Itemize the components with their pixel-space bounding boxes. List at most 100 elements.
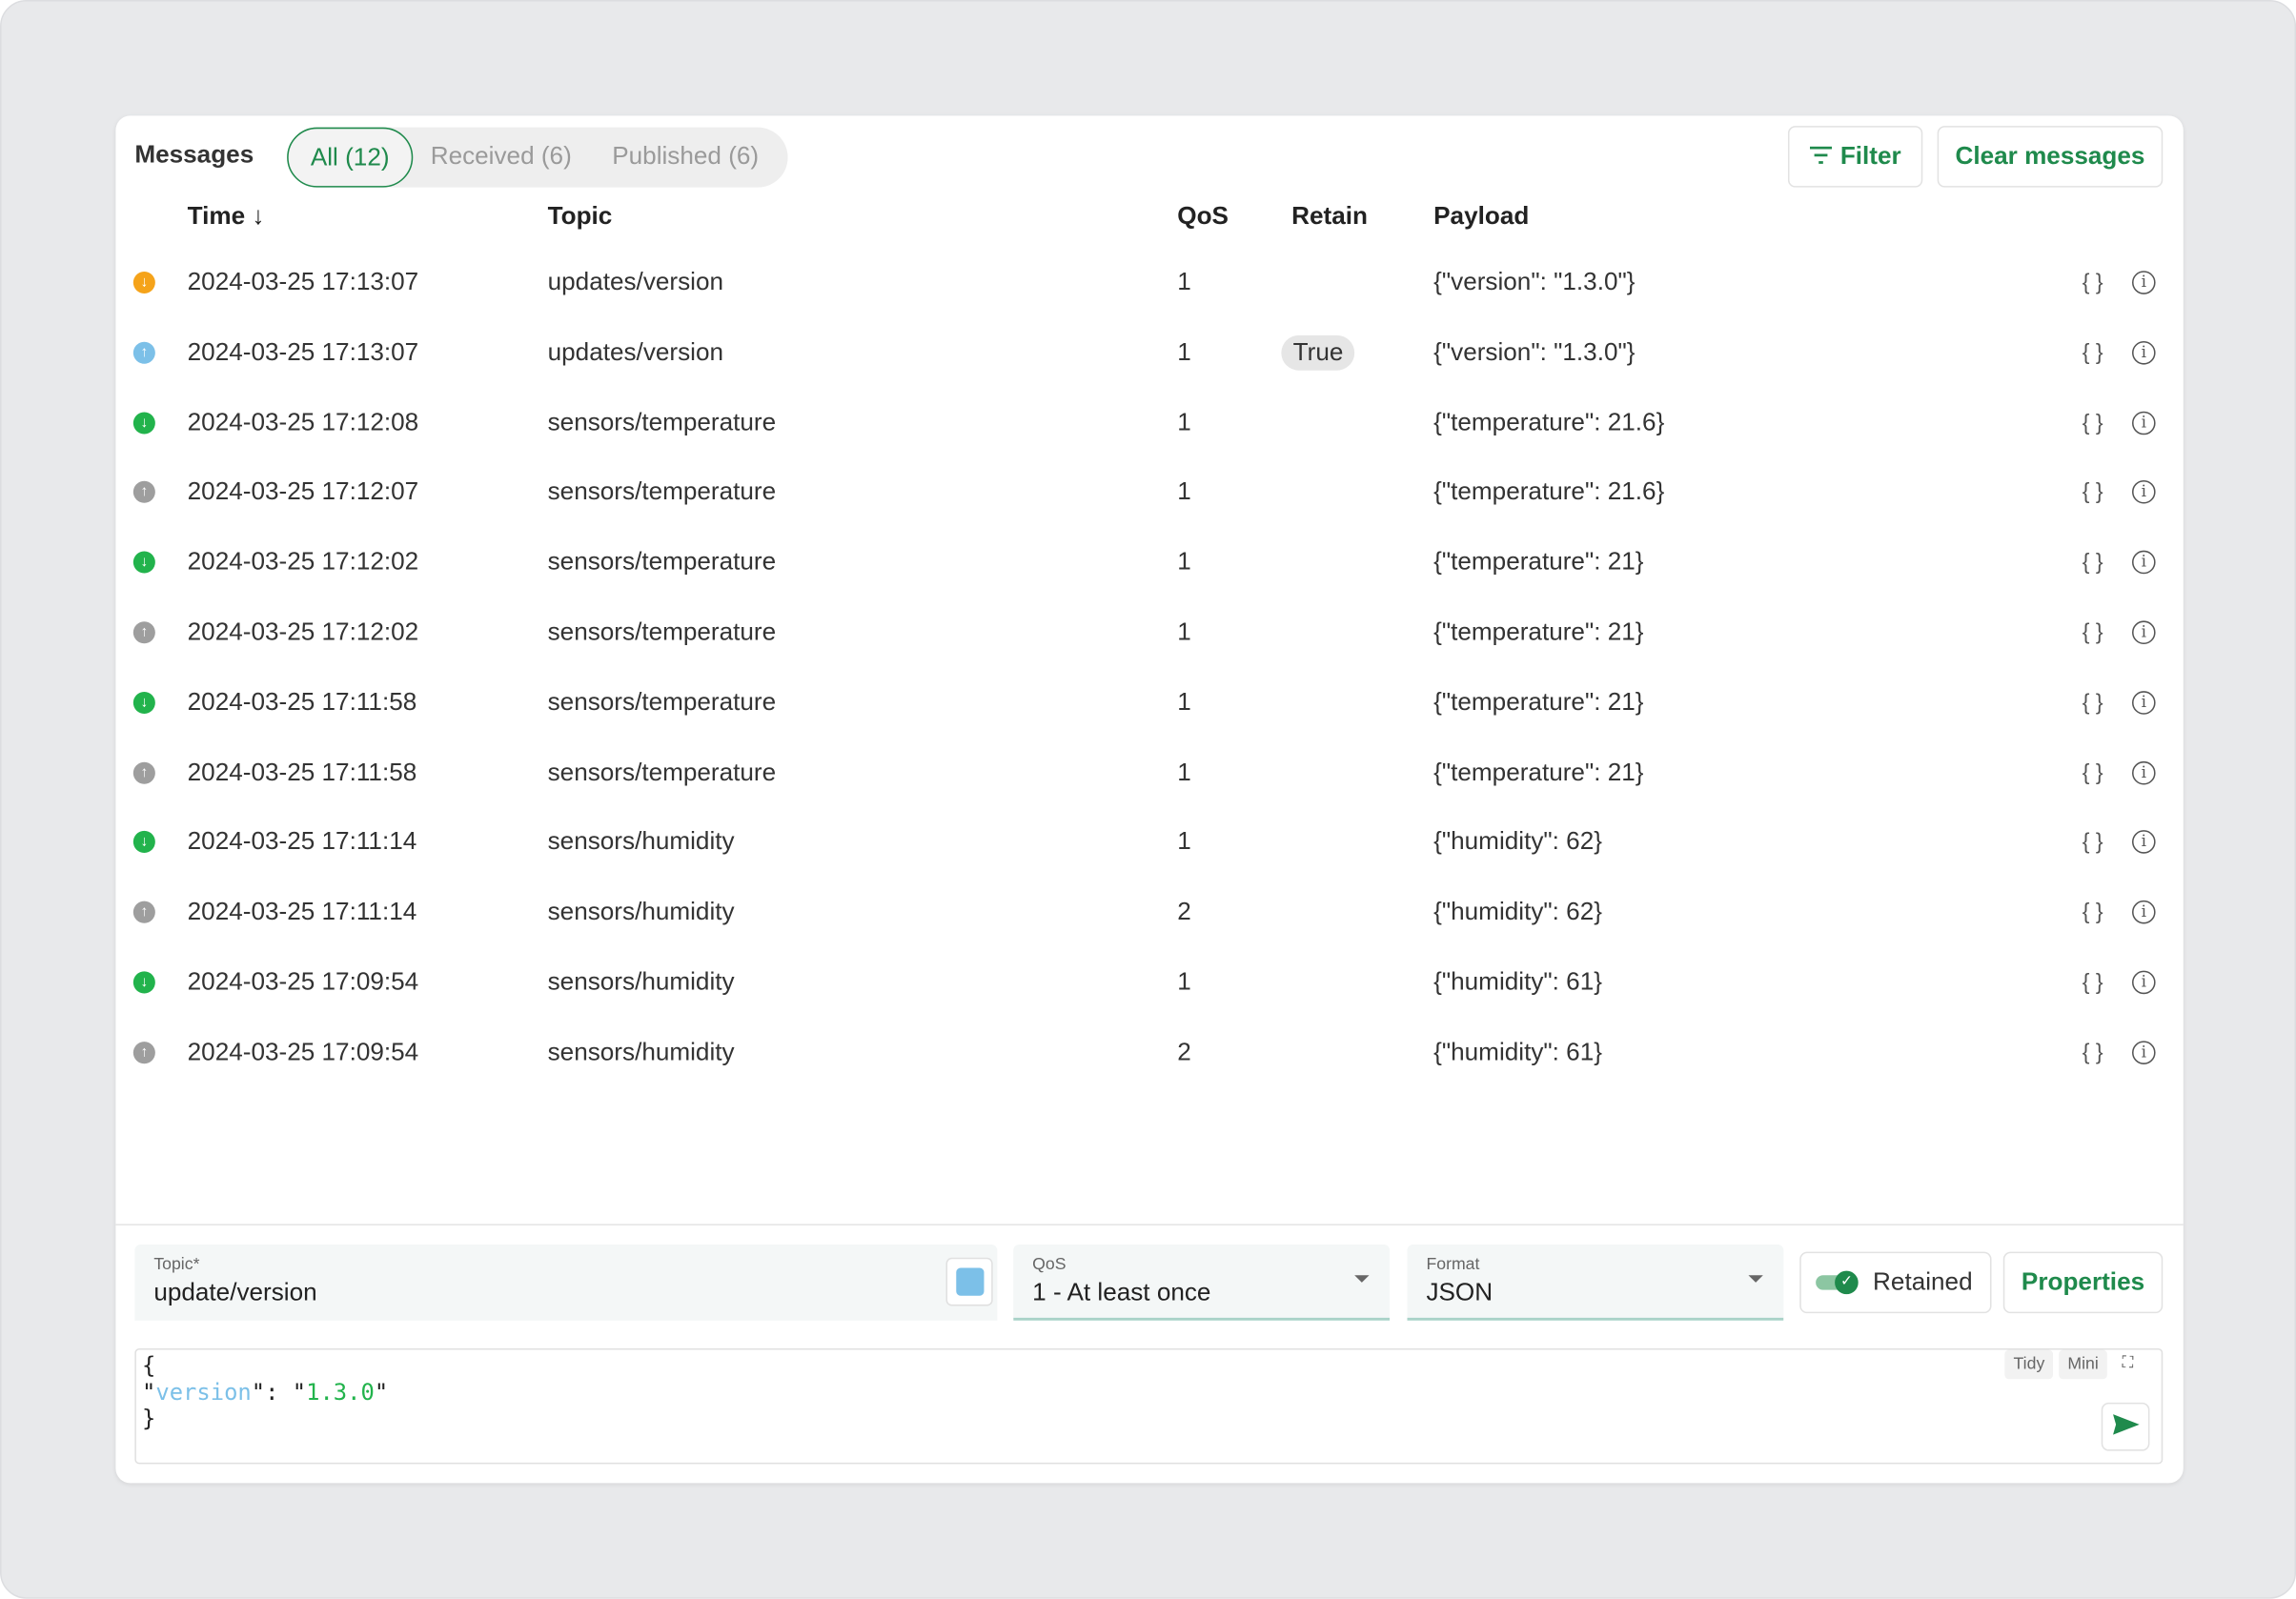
clear-messages-button[interactable]: Clear messages [1937,126,2164,188]
message-qos: 1 [1177,337,1191,366]
format-label: Format [1426,1256,1480,1274]
retained-toggle[interactable]: ✓ Retained [1799,1251,1992,1314]
retained-label: Retained [1873,1267,1973,1296]
topic-label: Topic* [153,1256,200,1274]
message-time: 2024-03-25 17:12:02 [187,547,419,577]
info-icon[interactable]: i [2131,830,2156,855]
message-payload: {"humidity": 62} [1433,827,1602,856]
message-qos: 1 [1177,547,1191,577]
message-time: 2024-03-25 17:13:07 [187,337,419,366]
topic-input[interactable]: Topic* update/version [134,1244,998,1321]
message-payload: {"temperature": 21} [1433,547,1644,577]
tab-received[interactable]: Received (6) [430,142,572,171]
editor-line: } [142,1405,156,1432]
format-json-icon[interactable]: { } [2082,1040,2103,1065]
filter-button[interactable]: Filter [1787,126,1923,188]
info-icon[interactable]: i [2131,760,2156,784]
format-json-icon[interactable]: { } [2082,339,2103,366]
tidy-button[interactable]: Tidy [2004,1349,2054,1380]
table-row[interactable]: ↑ 2024-03-25 17:09:54 sensors/humidity 2… [115,1017,2183,1087]
message-payload: {"humidity": 61} [1433,1037,1602,1066]
table-row[interactable]: ↑ 2024-03-25 17:12:02 sensors/temperatur… [115,597,2183,668]
table-row[interactable]: ↓ 2024-03-25 17:13:07 updates/version 1 … [115,248,2183,318]
arrow-up-icon: ↑ [132,481,155,504]
table-row[interactable]: ↓ 2024-03-25 17:12:02 sensors/temperatur… [115,527,2183,597]
table-row[interactable]: ↓ 2024-03-25 17:11:14 sensors/humidity 1… [115,807,2183,878]
column-time[interactable]: Time ↓ [187,202,265,231]
qos-select[interactable]: QoS 1 - At least once [1013,1244,1391,1321]
table-row[interactable]: ↓ 2024-03-25 17:12:08 sensors/temperatur… [115,388,2183,458]
info-icon[interactable]: i [2131,340,2156,365]
filter-icon [1809,142,1832,172]
arrow-up-icon: ↑ [132,1041,155,1063]
qos-value: 1 - At least once [1032,1278,1211,1306]
column-qos: QoS [1177,202,1229,231]
message-topic: sensors/humidity [547,827,735,856]
info-icon[interactable]: i [2131,901,2156,924]
message-payload: {"temperature": 21} [1433,758,1644,786]
topic-color-picker[interactable] [945,1257,993,1306]
info-icon[interactable]: i [2131,690,2156,715]
retain-badge: True [1281,334,1355,371]
format-json-icon[interactable]: { } [2082,900,2103,925]
table-row[interactable]: ↓ 2024-03-25 17:09:54 sensors/humidity 1… [115,947,2183,1018]
info-icon[interactable]: i [2131,1041,2156,1064]
fullscreen-icon[interactable]: ⛶ [2122,1354,2134,1372]
arrow-down-icon: ↓ [132,831,155,854]
arrow-up-icon: ↑ [132,341,155,364]
format-json-icon[interactable]: { } [2082,479,2103,505]
table-row[interactable]: ↑ 2024-03-25 17:12:07 sensors/temperatur… [115,457,2183,528]
payload-editor[interactable]: { "version": "1.3.0" } [134,1348,2164,1465]
format-json-icon[interactable]: { } [2082,619,2103,645]
message-qos: 1 [1177,758,1191,786]
table-row[interactable]: ↓ 2024-03-25 17:11:58 sensors/temperatur… [115,667,2183,738]
message-time: 2024-03-25 17:11:58 [187,687,417,716]
info-icon[interactable]: i [2131,550,2156,575]
mini-button[interactable]: Mini [2059,1349,2108,1380]
format-json-icon[interactable]: { } [2082,969,2103,995]
message-topic: sensors/temperature [547,617,777,646]
message-time: 2024-03-25 17:09:54 [187,967,419,996]
json-value: 1.3.0 [306,1379,375,1406]
info-icon[interactable]: i [2131,480,2156,505]
chevron-down-icon [1748,1275,1763,1283]
message-payload: {"version": "1.3.0"} [1433,337,1636,366]
message-topic: sensors/humidity [547,898,735,926]
editor-line: "version": "1.3.0" [142,1379,389,1406]
format-select[interactable]: Format JSON [1407,1244,1784,1321]
message-qos: 2 [1177,1037,1191,1066]
panel-title: Messages [134,140,254,169]
message-qos: 1 [1177,617,1191,646]
format-json-icon[interactable]: { } [2082,270,2103,295]
table-row[interactable]: ↑ 2024-03-25 17:11:58 sensors/temperatur… [115,738,2183,808]
table-row[interactable]: ↑ 2024-03-25 17:13:07 updates/version 1 … [115,317,2183,388]
format-json-icon[interactable]: { } [2082,690,2103,716]
column-topic: Topic [547,202,613,231]
message-topic: sensors/temperature [547,547,777,577]
message-time: 2024-03-25 17:09:54 [187,1037,419,1066]
messages-panel: Messages All (12) Received (6) Published… [115,115,2184,1484]
info-icon[interactable]: i [2131,620,2156,645]
message-qos: 1 [1177,967,1191,996]
message-topic: updates/version [547,268,724,296]
info-icon[interactable]: i [2131,271,2156,294]
message-topic: sensors/humidity [547,1037,735,1066]
arrow-down-icon: ↓ [132,411,155,434]
message-payload: {"temperature": 21.6} [1433,477,1665,506]
info-icon[interactable]: i [2131,411,2156,435]
tab-all[interactable]: All (12) [287,127,414,188]
table-row[interactable]: ↑ 2024-03-25 17:11:14 sensors/humidity 2… [115,878,2183,948]
properties-button[interactable]: Properties [2002,1251,2164,1314]
info-icon[interactable]: i [2131,970,2156,995]
message-topic: sensors/temperature [547,758,777,786]
message-qos: 1 [1177,408,1191,436]
divider [115,1224,2184,1225]
format-json-icon[interactable]: { } [2082,829,2103,856]
send-button[interactable] [2101,1402,2150,1451]
format-json-icon[interactable]: { } [2082,410,2103,435]
format-json-icon[interactable]: { } [2082,550,2103,576]
arrow-up-icon: ↑ [132,621,155,644]
tab-published[interactable]: Published (6) [612,142,760,171]
message-time: 2024-03-25 17:11:58 [187,758,417,786]
format-json-icon[interactable]: { } [2082,759,2103,785]
